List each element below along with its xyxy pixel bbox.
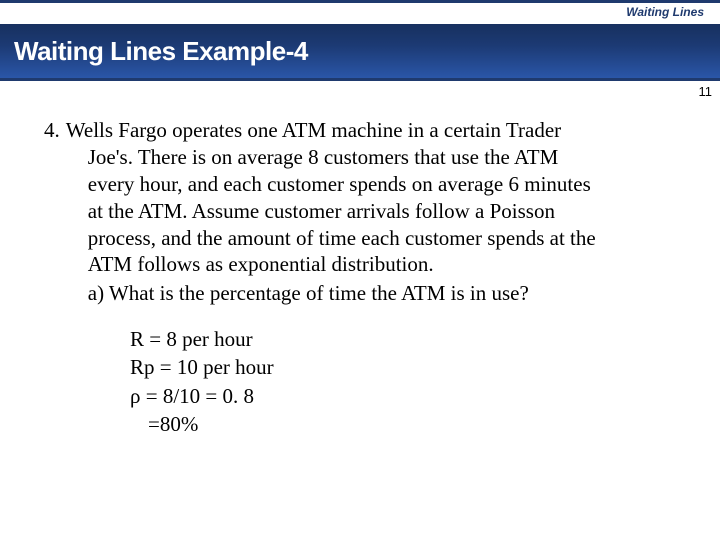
problem-line: Wells Fargo operates one ATM machine in … [66,117,676,144]
course-label: Waiting Lines [626,5,704,19]
title-bar: Waiting Lines Example-4 [0,24,720,78]
solution-final: =80% [130,410,676,438]
problem-subquestion: a) What is the percentage of time the AT… [66,280,676,307]
problem-line: Joe's. There is on average 8 customers t… [66,144,676,171]
problem-line: process, and the amount of time each cus… [66,225,676,252]
problem-statement: 4. Wells Fargo operates one ATM machine … [44,117,676,307]
content-area: 4. Wells Fargo operates one ATM machine … [0,81,720,439]
solution-line: Rp = 10 per hour [130,353,676,381]
page-number: 11 [697,84,715,99]
slide-title: Waiting Lines Example-4 [14,36,308,67]
problem-body: Wells Fargo operates one ATM machine in … [66,117,676,307]
solution-line: R = 8 per hour [130,325,676,353]
problem-line: every hour, and each customer spends on … [66,171,676,198]
solution-line: ρ = 8/10 = 0. 8 [130,382,676,410]
header-top-strip: Waiting Lines [0,0,720,24]
problem-number: 4. [44,117,66,307]
solution-block: R = 8 per hour Rp = 10 per hour ρ = 8/10… [44,325,676,438]
problem-line: ATM follows as exponential distribution. [66,251,676,278]
problem-line: at the ATM. Assume customer arrivals fol… [66,198,676,225]
